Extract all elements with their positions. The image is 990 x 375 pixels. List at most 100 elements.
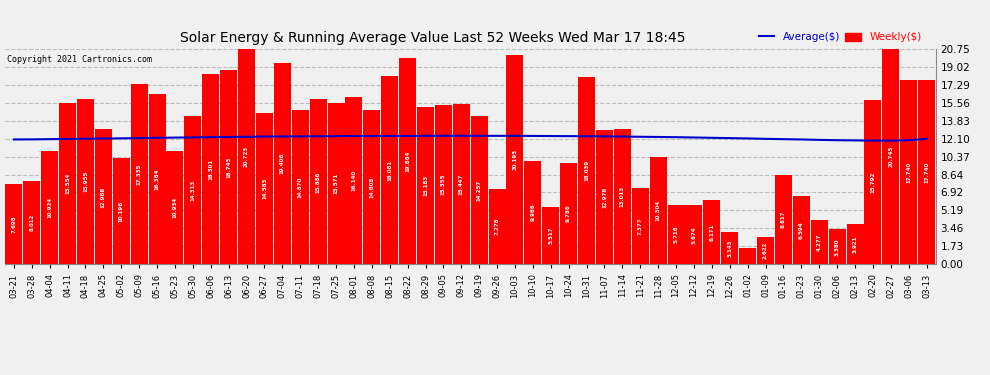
Text: 7.278: 7.278 — [495, 218, 500, 235]
Bar — [5, 184, 23, 264]
Bar — [328, 103, 345, 264]
Text: 3.143: 3.143 — [728, 239, 733, 257]
Bar — [560, 163, 577, 264]
Text: 15.955: 15.955 — [83, 171, 88, 192]
Bar — [543, 207, 559, 264]
Bar — [452, 104, 470, 264]
Text: 18.745: 18.745 — [226, 156, 231, 178]
Bar — [470, 116, 488, 264]
Bar — [148, 94, 165, 264]
Text: 5.674: 5.674 — [691, 226, 696, 244]
Bar — [685, 206, 703, 264]
Text: 15.183: 15.183 — [423, 175, 428, 196]
Text: 10.924: 10.924 — [48, 197, 52, 218]
Bar — [202, 74, 219, 264]
Text: 15.886: 15.886 — [316, 171, 321, 192]
Bar — [256, 113, 273, 264]
Text: 15.447: 15.447 — [458, 173, 463, 195]
Bar — [42, 151, 58, 264]
Bar — [238, 49, 255, 264]
Text: 2.622: 2.622 — [763, 242, 768, 260]
Bar — [310, 99, 327, 264]
Text: 5.716: 5.716 — [673, 226, 678, 243]
Bar — [811, 220, 828, 264]
Bar — [381, 76, 398, 264]
Text: 18.081: 18.081 — [387, 160, 392, 181]
Text: 20.745: 20.745 — [888, 146, 893, 167]
Bar — [435, 105, 451, 264]
Bar — [703, 200, 721, 264]
Text: 9.786: 9.786 — [566, 205, 571, 222]
Bar — [900, 80, 917, 264]
Bar — [846, 224, 863, 264]
Bar — [507, 54, 524, 264]
Bar — [113, 158, 130, 264]
Text: 14.257: 14.257 — [477, 180, 482, 201]
Bar — [882, 49, 899, 264]
Bar — [667, 205, 684, 264]
Text: 20.723: 20.723 — [245, 146, 249, 167]
Bar — [918, 80, 936, 264]
Text: 14.870: 14.870 — [298, 177, 303, 198]
Text: 7.698: 7.698 — [12, 216, 17, 233]
Bar — [292, 110, 309, 264]
Text: 12.988: 12.988 — [101, 186, 106, 207]
Text: 17.335: 17.335 — [137, 164, 142, 185]
Bar — [596, 129, 613, 264]
Bar — [614, 129, 631, 264]
Bar — [131, 84, 148, 264]
Text: 10.304: 10.304 — [655, 200, 660, 221]
Bar — [346, 97, 362, 264]
Bar — [525, 160, 542, 264]
Title: Solar Energy & Running Average Value Last 52 Weeks Wed Mar 17 18:45: Solar Energy & Running Average Value Las… — [180, 31, 686, 45]
Bar — [274, 63, 291, 264]
Text: 19.406: 19.406 — [280, 153, 285, 174]
Text: 6.594: 6.594 — [799, 221, 804, 239]
Bar — [95, 129, 112, 264]
Text: Copyright 2021 Cartronics.com: Copyright 2021 Cartronics.com — [7, 55, 151, 64]
Bar — [184, 116, 201, 264]
Bar — [24, 181, 41, 264]
Text: 14.808: 14.808 — [369, 177, 374, 198]
Text: 10.934: 10.934 — [172, 197, 177, 218]
Text: 16.140: 16.140 — [351, 170, 356, 191]
Text: 15.571: 15.571 — [334, 173, 339, 194]
Bar — [363, 111, 380, 264]
Text: 10.196: 10.196 — [119, 201, 124, 222]
Legend: Average($), Weekly($): Average($), Weekly($) — [754, 28, 926, 46]
Text: 15.355: 15.355 — [441, 174, 446, 195]
Text: 15.792: 15.792 — [870, 172, 875, 193]
Text: 20.195: 20.195 — [513, 149, 518, 170]
Text: 9.986: 9.986 — [531, 204, 536, 221]
Text: 4.277: 4.277 — [817, 233, 822, 251]
Text: 16.384: 16.384 — [154, 168, 159, 190]
Bar — [578, 77, 595, 264]
Text: 12.978: 12.978 — [602, 186, 607, 208]
Text: 7.377: 7.377 — [638, 217, 643, 235]
Bar — [417, 106, 434, 264]
Bar — [829, 229, 845, 264]
Bar — [220, 70, 238, 264]
Bar — [722, 232, 739, 264]
Bar — [775, 175, 792, 264]
Bar — [864, 100, 881, 264]
Text: 3.921: 3.921 — [852, 236, 857, 253]
Text: 18.039: 18.039 — [584, 160, 589, 181]
Bar — [59, 103, 76, 264]
Bar — [489, 189, 506, 264]
Text: 5.517: 5.517 — [548, 227, 553, 244]
Text: 17.740: 17.740 — [906, 162, 911, 183]
Text: 18.301: 18.301 — [208, 159, 213, 180]
Bar — [757, 237, 774, 264]
Text: 19.864: 19.864 — [405, 150, 410, 172]
Text: 3.380: 3.380 — [835, 238, 840, 256]
Text: 15.554: 15.554 — [65, 173, 70, 194]
Bar — [649, 157, 666, 264]
Bar — [740, 248, 756, 264]
Text: 14.313: 14.313 — [190, 179, 195, 201]
Bar — [77, 99, 94, 264]
Text: 8.012: 8.012 — [30, 214, 35, 231]
Text: 8.617: 8.617 — [781, 211, 786, 228]
Bar — [793, 196, 810, 264]
Text: 17.740: 17.740 — [924, 162, 929, 183]
